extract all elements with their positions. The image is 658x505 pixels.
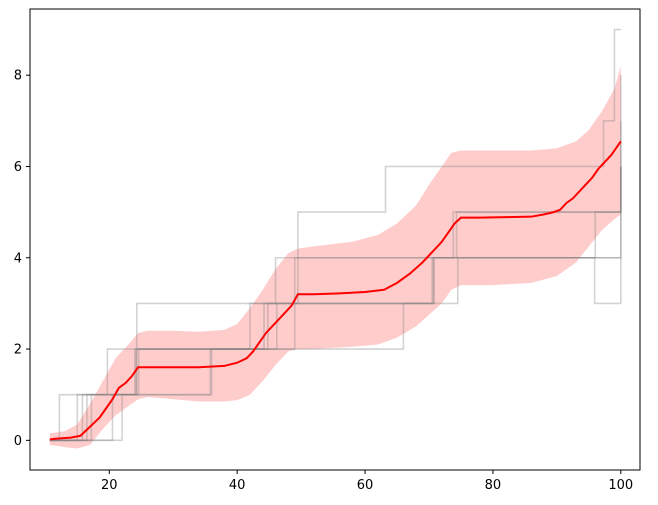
- y-axis: 0 2 4 6 8: [14, 69, 30, 449]
- plot-frame: [29, 8, 641, 471]
- y-tick-label: 4: [14, 251, 22, 266]
- trajectory-lines-layer: [49, 28, 622, 442]
- x-tick-label: 100: [608, 478, 633, 493]
- confidence-band: [49, 66, 621, 449]
- x-tick-label: 80: [485, 478, 502, 493]
- trajectory-line-5: [49, 120, 622, 442]
- trajectory-line-4: [49, 166, 622, 442]
- mean-line: [49, 140, 622, 441]
- y-tick-label: 8: [14, 69, 22, 84]
- confidence-band-layer: [49, 66, 621, 449]
- x-tick-label: 20: [101, 478, 118, 493]
- x-tick-label: 40: [229, 478, 246, 493]
- y-tick-label: 0: [14, 434, 22, 449]
- x-axis: 20 40 60 80 100: [101, 470, 633, 493]
- trajectory-line-6: [49, 166, 622, 442]
- trajectory-line-3: [49, 166, 622, 442]
- trajectory-line-2: [49, 75, 622, 442]
- trajectory-line-7: [49, 256, 622, 442]
- mean-line-layer: [49, 140, 622, 441]
- trajectory-line-1: [49, 28, 621, 442]
- y-tick-label: 2: [14, 343, 22, 358]
- x-tick-label: 60: [357, 478, 374, 493]
- y-tick-label: 6: [14, 160, 22, 175]
